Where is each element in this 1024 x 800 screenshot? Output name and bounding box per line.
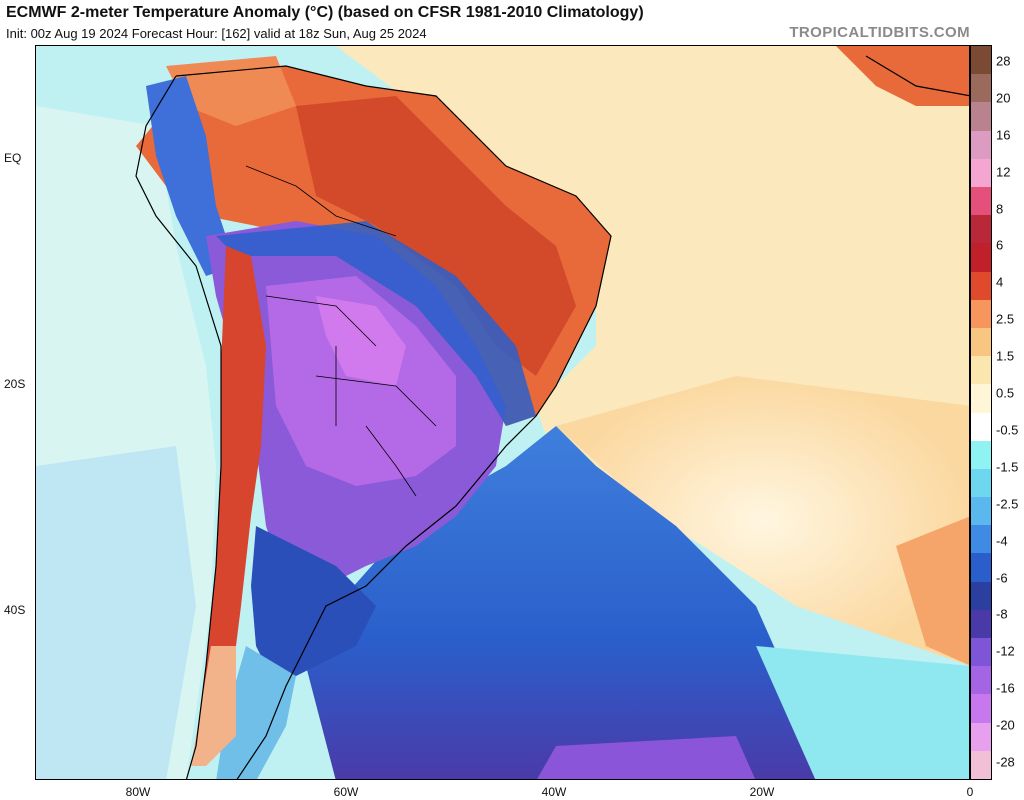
colorbar-segment [971,525,991,554]
warm-spot-east [896,516,969,666]
colorbar-segment [971,440,991,470]
colorbar-segment [971,102,991,132]
africa-coastline [865,55,969,97]
colorbar-segment [971,497,991,526]
cool-anomaly-patagonia [216,646,296,779]
colorbar-segment [971,722,991,752]
lon-label-40w: 40W [541,785,567,799]
colorbar-segment [971,356,991,385]
colorbar-tick-label: 2.5 [996,311,1015,327]
lat-label-eq: EQ [4,151,22,165]
colorbar-tick-label: -1.5 [996,459,1019,475]
strong-cold-anomaly-core [266,276,456,486]
warm-atlantic-anomaly [556,376,969,666]
colorbar-segment [971,468,991,498]
warm-anomaly-andes [196,246,266,746]
colorbar-tick-label: 20 [996,90,1011,106]
colorbar-tick-label: 12 [996,164,1011,180]
cold-andes-north [146,76,236,276]
colorbar-segment [971,186,991,216]
colorbar-segment [971,243,991,273]
colorbar-tick-label: 6 [996,237,1004,253]
cold-core-south [537,736,756,779]
lat-label-40s: 40S [4,603,26,617]
colorbar-segment [971,609,991,639]
colorbar-segment [971,581,991,611]
colorbar-tick-label: 16 [996,127,1011,143]
site-brand: TROPICALTIDBITS.COM [789,24,970,41]
extreme-cold-core [316,296,406,386]
cold-anomaly-argentina [251,526,376,686]
colorbar-segment [971,327,991,357]
lon-label-0: 0 [966,785,974,799]
lon-label-80w: 80W [125,785,151,799]
colorbar-tick-label: -8 [996,606,1008,622]
west-coastline [135,75,222,779]
strong-warm-anomaly [296,96,576,376]
colorbar-tick-label: -28 [996,754,1015,770]
colorbar-tick-label: -6 [996,570,1008,586]
colorbar-segment [971,750,991,780]
forecast-info: Init: 00z Aug 19 2024 Forecast Hour: [16… [6,26,427,41]
colorbar-segment [971,215,991,244]
map-title: ECMWF 2-meter Temperature Anomaly (°C) (… [6,4,644,21]
pacific-cool [36,446,196,779]
colorbar-segment [971,553,991,583]
colorbar-tick-label: -4 [996,533,1008,549]
anomaly-map [35,45,970,780]
colorbar-segment [971,412,991,442]
colorbar-segment [971,384,991,413]
colorbar-tick-label: -20 [996,717,1015,733]
colorbar-segment [971,74,991,103]
colorbar-segment [971,46,991,75]
colorbar-segment [971,158,991,188]
cold-front-band [216,221,536,426]
cool-far-south [756,646,969,779]
colorbar-segment [971,271,991,301]
colorbar-segment [971,666,991,695]
lon-label-60w: 60W [333,785,359,799]
colorbar-tick-label: -0.5 [996,422,1019,438]
colorbar-tick-label: 0.5 [996,385,1015,401]
colorbar-tick-label: 4 [996,274,1004,290]
colorbar-segment [971,130,991,160]
east-coastline [175,65,612,779]
colorbar-segment [971,638,991,667]
warm-anomaly-west-africa [836,46,969,106]
colorbar-tick-label: -16 [996,680,1015,696]
colorbar-tick-label: -2.5 [996,496,1019,512]
colorbar [970,45,992,780]
lat-label-20s: 20S [4,377,26,391]
lon-label-20w: 20W [749,785,775,799]
colorbar-tick-label: 8 [996,201,1004,217]
colorbar-segment [971,694,991,724]
colorbar-tick-label: 1.5 [996,348,1015,364]
colorbar-tick-label: 28 [996,53,1011,69]
colorbar-tick-label: -12 [996,643,1015,659]
anomaly-map-graphic [36,46,969,779]
colorbar-segment [971,299,991,329]
country-borders [245,165,437,497]
warm-anomaly-south-chile [191,646,236,766]
